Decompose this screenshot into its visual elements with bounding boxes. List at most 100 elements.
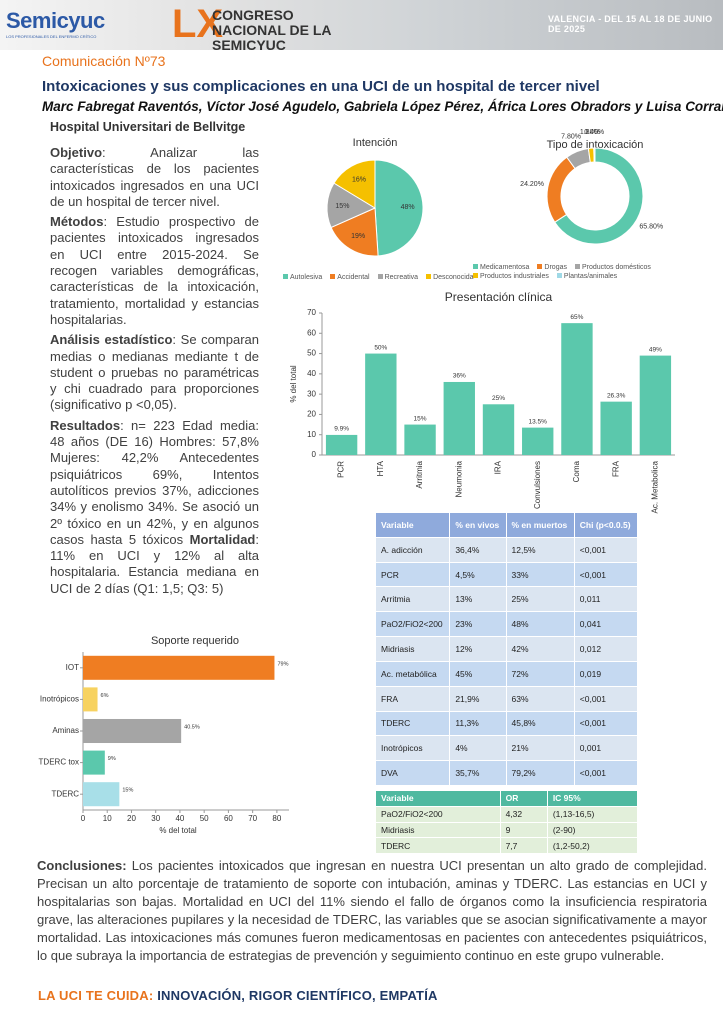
header-cell: % en muertos xyxy=(505,512,575,538)
chart-title: Soporte requerido xyxy=(151,635,239,647)
text: : n= 223 Edad media: 48 años (DE 16) Hom… xyxy=(50,417,259,547)
x-tick-label: 10 xyxy=(103,814,112,823)
x-tick-label: 70 xyxy=(248,814,257,823)
x-tick-label: Ac. Metabolica xyxy=(650,460,659,513)
hospital: Hospital Universitari de Bellvitge xyxy=(50,120,246,134)
legend-swatch xyxy=(473,273,478,278)
cell: 4,5% xyxy=(449,561,507,588)
cell: PaO2/FiO2<200 xyxy=(374,611,451,638)
cell: 45% xyxy=(449,660,507,687)
cell: 33% xyxy=(505,561,575,588)
cell: 12,5% xyxy=(505,536,575,563)
bar xyxy=(639,355,672,455)
x-tick-label: HTA xyxy=(376,460,385,476)
footer-lead: LA UCI TE CUIDA: xyxy=(38,988,154,1003)
y-tick-label: IOT xyxy=(66,663,79,672)
x-tick-label: 30 xyxy=(151,814,160,823)
x-tick-label: 40 xyxy=(175,814,184,823)
cell: <0,001 xyxy=(573,561,639,588)
cell: 48% xyxy=(505,611,575,638)
value-label: 50% xyxy=(374,344,387,351)
cell: FRA xyxy=(374,685,451,712)
cell: (1,13-16,5) xyxy=(546,805,639,823)
value-label: 65.80% xyxy=(639,223,663,230)
bar xyxy=(522,427,554,455)
wedge xyxy=(593,147,596,163)
cell: 9 xyxy=(499,821,548,839)
chart-title: Presentación clínica xyxy=(445,290,553,304)
table: Variable OR IC 95% PaO2/FiO2<200 4,32 (1,13-1… xyxy=(375,790,639,854)
row: TDERC 7,7 (1,2-50,2) xyxy=(375,837,639,854)
legend-label: Recreativa xyxy=(384,274,419,281)
cell: 0,011 xyxy=(573,586,639,613)
y-tick-label: TDERC xyxy=(51,789,79,798)
bar xyxy=(404,424,436,455)
value-label: 79% xyxy=(277,661,288,667)
value-label: 40.5% xyxy=(184,724,200,730)
authors: Marc Fabregat Raventós, Víctor José Agud… xyxy=(42,99,723,114)
footer-text: INNOVACIÓN, RIGOR CIENTÍFICO, EMPATÍA xyxy=(157,988,438,1003)
cell: TDERC xyxy=(374,710,451,737)
y-tick-label: 40 xyxy=(307,369,316,378)
value-label: 15% xyxy=(414,415,427,422)
table: Variable% en vivos% en muertos Chi (p<0.0… xyxy=(374,512,639,786)
value-label: 49% xyxy=(649,346,662,353)
legend-label: Productos domésticos xyxy=(582,264,651,271)
chart-title: Intención xyxy=(353,137,398,149)
legend: Medicamentosa Drogas Productos domésticos P… xyxy=(473,264,723,280)
cell: (1,2-50,2) xyxy=(546,837,639,854)
cell: 0,041 xyxy=(573,611,639,638)
cell: 0,019 xyxy=(573,660,639,687)
cell: 13% xyxy=(449,586,507,613)
text: : Estudio prospectivo de pacientes intox… xyxy=(50,214,259,327)
y-tick-label: 60 xyxy=(307,328,316,337)
legend-label: Productos industriales xyxy=(480,273,549,280)
value-label: 13.5% xyxy=(529,418,548,425)
legend-swatch xyxy=(330,274,336,279)
wedge xyxy=(374,159,424,257)
legend-item: Productos domésticos xyxy=(575,264,651,271)
logo-subtitle: LOS PROFESIONALES DEL ENFERMO CRÍTICO xyxy=(6,34,97,39)
legend-swatch xyxy=(556,273,562,278)
x-tick-label: 20 xyxy=(127,814,136,823)
legend-label: Autolesiva xyxy=(290,274,323,281)
text: : Se comparan medias o medianas mediante… xyxy=(50,332,259,413)
value-label: 9.9% xyxy=(334,426,349,433)
y-tick-label: Inotrópicos xyxy=(40,695,79,704)
y-tick-label: 10 xyxy=(307,430,316,439)
legend-label: Desconocida xyxy=(433,274,474,281)
bar xyxy=(365,353,397,455)
y-tick-label: TDERC tox xyxy=(39,758,79,767)
cell: Ac. metabólica xyxy=(374,660,451,687)
x-tick-label: Neumonia xyxy=(454,460,463,497)
title: Intoxicaciones y sus complicaciones en u… xyxy=(42,78,600,95)
bar xyxy=(600,401,632,455)
legend-item: Medicamentosa xyxy=(473,264,529,271)
text: Los pacientes intoxicados que ingresan e… xyxy=(37,858,707,963)
cell: 72% xyxy=(505,660,575,687)
x-tick-label: 60 xyxy=(224,814,233,823)
row: Inotrópicos 4% 21% 0,001 xyxy=(374,735,639,762)
x-tick-label: FRA xyxy=(611,460,620,477)
row: PaO2/FiO2<200 4,32 (1,13-16,5) xyxy=(375,805,639,823)
y-tick-label: 50 xyxy=(307,349,316,358)
header-cell: Chi (p<0.0.5) xyxy=(573,512,639,538)
value-label: 6% xyxy=(101,693,109,699)
cell: 7,7 xyxy=(499,837,548,854)
header-cell: OR xyxy=(499,790,548,807)
header-row: Variable OR IC 95% xyxy=(375,790,639,807)
row: PCR 4,5% 33% <0,001 xyxy=(374,561,639,588)
x-tick-label: 80 xyxy=(272,814,281,823)
legend-swatch xyxy=(377,274,383,279)
value-label: 24.20% xyxy=(520,181,544,188)
conclusions: Conclusiones: Los pacientes intoxicados … xyxy=(37,857,707,965)
label: Métodos xyxy=(50,214,104,230)
value-label: 15% xyxy=(335,203,349,210)
y-tick-label: Aminas xyxy=(52,726,79,735)
x-tick-label: Convulsiones xyxy=(533,461,542,509)
cell: A. adicción xyxy=(374,536,451,563)
value-label: 36% xyxy=(453,373,466,380)
x-tick-label: PCR xyxy=(337,461,346,478)
communication-number: Comunicación Nº73 xyxy=(42,53,166,69)
